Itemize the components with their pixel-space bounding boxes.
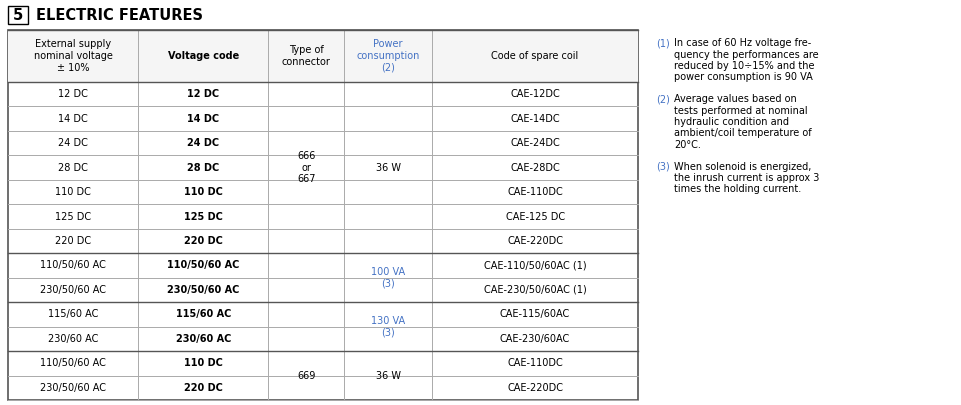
Text: Average values based on: Average values based on (674, 94, 796, 104)
Text: hydraulic condition and: hydraulic condition and (674, 117, 788, 127)
Text: 115/60 AC: 115/60 AC (48, 309, 98, 320)
Text: 130 VA
(3): 130 VA (3) (371, 316, 405, 337)
Text: 666
or
667: 666 or 667 (297, 151, 315, 184)
Text: 230/50/60 AC: 230/50/60 AC (40, 383, 106, 393)
Text: 28 DC: 28 DC (58, 163, 88, 173)
Text: CAE-24DC: CAE-24DC (509, 138, 559, 148)
Text: 115/60 AC: 115/60 AC (176, 309, 231, 320)
Bar (8, 6, 28, 24)
Text: (3): (3) (655, 162, 669, 171)
Text: 220 DC: 220 DC (55, 236, 91, 246)
Text: CAE-28DC: CAE-28DC (509, 163, 559, 173)
Text: (1): (1) (655, 38, 669, 48)
Text: power consumption is 90 VA: power consumption is 90 VA (674, 72, 812, 83)
Text: quency the performances are: quency the performances are (674, 49, 818, 60)
Text: reduced by 10÷15% and the: reduced by 10÷15% and the (674, 61, 814, 71)
Text: CAE-125 DC: CAE-125 DC (505, 211, 564, 222)
Text: ELECTRIC FEATURES: ELECTRIC FEATURES (36, 8, 203, 23)
Text: 20°C.: 20°C. (674, 140, 701, 150)
Text: 125 DC: 125 DC (55, 211, 91, 222)
Text: Power
consumption
(2): Power consumption (2) (356, 39, 419, 72)
Text: 230/60 AC: 230/60 AC (48, 334, 98, 344)
Text: 36 W: 36 W (375, 371, 400, 381)
Text: Voltage code: Voltage code (167, 51, 238, 61)
Text: Type of
connector: Type of connector (282, 45, 331, 67)
Text: 24 DC: 24 DC (58, 138, 88, 148)
Text: Code of spare coil: Code of spare coil (491, 51, 579, 61)
Text: 110/50/60 AC: 110/50/60 AC (167, 260, 239, 271)
Text: 14 DC: 14 DC (187, 114, 219, 124)
Text: 14 DC: 14 DC (59, 114, 87, 124)
Text: 669: 669 (297, 371, 315, 381)
Text: 24 DC: 24 DC (187, 138, 219, 148)
Text: CAE-115/60AC: CAE-115/60AC (500, 309, 570, 320)
Text: In case of 60 Hz voltage fre-: In case of 60 Hz voltage fre- (674, 38, 810, 48)
Text: CAE-220DC: CAE-220DC (506, 383, 562, 393)
Text: 110 DC: 110 DC (184, 358, 223, 368)
Text: CAE-110DC: CAE-110DC (506, 187, 562, 197)
Text: 230/50/60 AC: 230/50/60 AC (167, 285, 239, 295)
Text: times the holding current.: times the holding current. (674, 185, 801, 194)
Bar (8, 30, 637, 82)
Text: 28 DC: 28 DC (187, 163, 219, 173)
Text: ambient/coil temperature of: ambient/coil temperature of (674, 128, 811, 139)
Text: CAE-220DC: CAE-220DC (506, 236, 562, 246)
Text: CAE-230/60AC: CAE-230/60AC (500, 334, 570, 344)
Text: 110/50/60 AC: 110/50/60 AC (40, 260, 106, 271)
Text: 110 DC: 110 DC (184, 187, 223, 197)
Text: CAE-230/50/60AC (1): CAE-230/50/60AC (1) (483, 285, 586, 295)
Text: CAE-110DC: CAE-110DC (506, 358, 562, 368)
Text: 110 DC: 110 DC (55, 187, 91, 197)
Text: 230/50/60 AC: 230/50/60 AC (40, 285, 106, 295)
Text: When solenoid is energized,: When solenoid is energized, (674, 162, 810, 171)
Text: CAE-110/50/60AC (1): CAE-110/50/60AC (1) (483, 260, 586, 271)
Text: 110/50/60 AC: 110/50/60 AC (40, 358, 106, 368)
Text: 5: 5 (12, 8, 23, 23)
Text: 220 DC: 220 DC (184, 383, 223, 393)
Text: tests performed at nominal: tests performed at nominal (674, 105, 807, 115)
Text: the inrush current is approx 3: the inrush current is approx 3 (674, 173, 819, 183)
Text: 100 VA
(3): 100 VA (3) (371, 267, 405, 288)
Text: (2): (2) (655, 94, 669, 104)
Text: 36 W: 36 W (375, 163, 400, 173)
Bar (8, 30, 637, 400)
Text: External supply
nominal voltage
± 10%: External supply nominal voltage ± 10% (34, 39, 112, 72)
Text: 12 DC: 12 DC (187, 89, 219, 99)
Text: 220 DC: 220 DC (184, 236, 223, 246)
Text: 125 DC: 125 DC (184, 211, 223, 222)
Text: 12 DC: 12 DC (58, 89, 88, 99)
Text: 230/60 AC: 230/60 AC (176, 334, 231, 344)
Text: CAE-14DC: CAE-14DC (509, 114, 559, 124)
Text: CAE-12DC: CAE-12DC (509, 89, 559, 99)
